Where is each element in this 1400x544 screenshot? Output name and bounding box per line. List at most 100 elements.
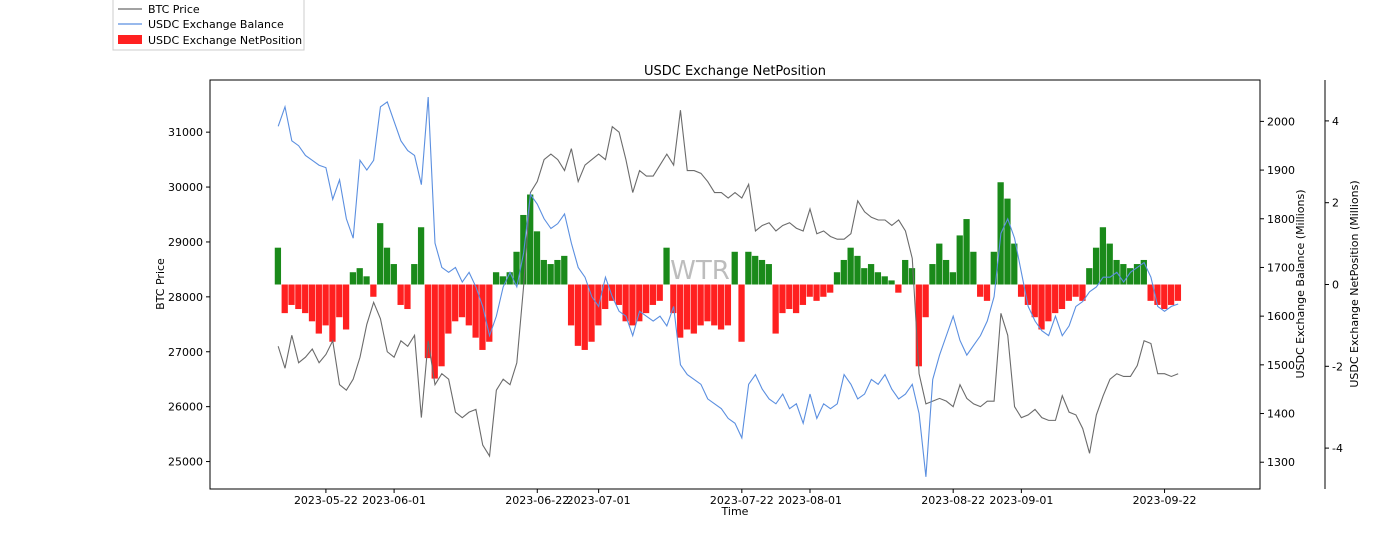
netposition-bar [881, 276, 888, 285]
netposition-bar [1120, 264, 1127, 285]
plot-frame [209, 79, 1261, 490]
netposition-bar [1004, 198, 1011, 285]
netposition-bar [383, 247, 391, 285]
netposition-bar [1045, 284, 1052, 322]
netposition-bar [404, 284, 411, 310]
netposition-bar [1024, 284, 1032, 305]
netposition-bar [363, 276, 370, 285]
netposition-bar [977, 284, 984, 297]
netposition-bar [677, 284, 684, 338]
balance-tick-label: 1600 [1267, 310, 1295, 323]
netposition-bar [295, 284, 302, 310]
netposition-bar [308, 284, 316, 322]
netposition-bar [342, 284, 350, 330]
netposition-bar [738, 284, 745, 342]
netposition-bar [820, 284, 827, 297]
netposition-bar [288, 284, 295, 305]
netposition-bar [588, 284, 595, 342]
btc-tick-label: 25000 [168, 456, 203, 469]
x-tick-label: 2023-05-22 [294, 494, 358, 507]
netposition-bar [956, 235, 963, 285]
netposition-bar [520, 214, 527, 285]
netposition-bar [281, 284, 288, 314]
netposition-tick-label: 0 [1332, 279, 1339, 292]
netposition-tick-label: -2 [1332, 360, 1343, 373]
netposition-bar [608, 284, 616, 301]
netposition-bar [540, 259, 547, 285]
netposition-bar [465, 284, 472, 326]
netposition-bar [942, 259, 950, 285]
netposition-bar [1154, 284, 1161, 305]
netposition-bar [731, 251, 738, 285]
netposition-bar [1058, 284, 1066, 310]
balance-axis: 1300 1400 1500 1600 1700 1800 1900 2000 [1260, 115, 1295, 469]
netposition-bar [1072, 284, 1079, 297]
netposition-bar [615, 284, 622, 305]
x-tick-label: 2023-09-01 [989, 494, 1053, 507]
netposition-bar [745, 251, 752, 285]
x-tick-label: 2023-06-01 [362, 494, 426, 507]
netposition-bar [990, 251, 997, 285]
netposition-bar [1017, 284, 1025, 297]
netposition-tick-label: 4 [1332, 115, 1339, 128]
netposition-bar [1079, 284, 1086, 301]
netposition-bar [888, 280, 895, 285]
netposition-axis: -4 -2 0 2 4 [1325, 115, 1343, 455]
netposition-bar [349, 272, 357, 285]
balance-tick-label: 1300 [1267, 456, 1295, 469]
netposition-bar [479, 284, 486, 350]
netposition-bar [833, 272, 841, 285]
netposition-bar [377, 223, 384, 285]
chart-title: USDC Exchange NetPosition [644, 64, 826, 79]
netposition-bar [315, 284, 322, 334]
netposition-bar [697, 284, 704, 326]
x-axis-label: Time [721, 505, 749, 518]
netposition-bar [786, 284, 793, 310]
netposition-bar [513, 251, 520, 285]
netposition-bar [847, 247, 854, 285]
netposition-bar [827, 284, 834, 293]
netposition-bar [895, 284, 902, 293]
btc-tick-label: 29000 [168, 236, 203, 249]
netposition-bar [411, 264, 418, 285]
netposition-bar [1161, 284, 1168, 310]
balance-tick-label: 1400 [1267, 408, 1295, 421]
netposition-bar [533, 231, 541, 285]
netposition-bar [1011, 243, 1018, 285]
btc-tick-label: 26000 [168, 401, 203, 414]
netposition-bar [554, 259, 561, 285]
netposition-bar [274, 247, 282, 285]
netposition-bar [370, 284, 377, 297]
netposition-bar [813, 284, 820, 301]
netposition-bar [1086, 268, 1093, 285]
netposition-bar [499, 276, 507, 285]
netposition-bar [1127, 268, 1134, 285]
netposition-bar [840, 259, 847, 285]
netposition-bar [452, 284, 459, 322]
netposition-bar [970, 251, 977, 285]
netposition-bar [649, 284, 657, 305]
netposition-bar [1031, 284, 1038, 318]
netposition-bar [492, 272, 500, 285]
netposition-bar [642, 284, 650, 314]
netposition-bar [683, 284, 691, 330]
netposition-bar [874, 272, 882, 285]
balance-tick-label: 1800 [1267, 213, 1295, 226]
netposition-bar [1106, 243, 1113, 285]
netposition-bar [717, 284, 725, 330]
netposition-bar [397, 284, 404, 305]
netposition-bar [486, 284, 493, 342]
netposition-bar [663, 247, 670, 285]
x-tick-label: 2023-06-22 [505, 494, 569, 507]
netposition-bar [547, 264, 554, 285]
netposition-bar [670, 284, 677, 314]
netposition-bar [690, 284, 697, 334]
netposition-bar [765, 264, 772, 285]
netposition-bar [861, 268, 868, 285]
netposition-bar [724, 284, 732, 326]
netposition-axis-label: USDC Exchange NetPosition (Millions) [1348, 180, 1361, 387]
netposition-bar [595, 284, 602, 326]
legend-frame [112, 0, 305, 51]
netposition-bar [1133, 264, 1141, 285]
legend-label-btc: BTC Price [148, 3, 200, 16]
